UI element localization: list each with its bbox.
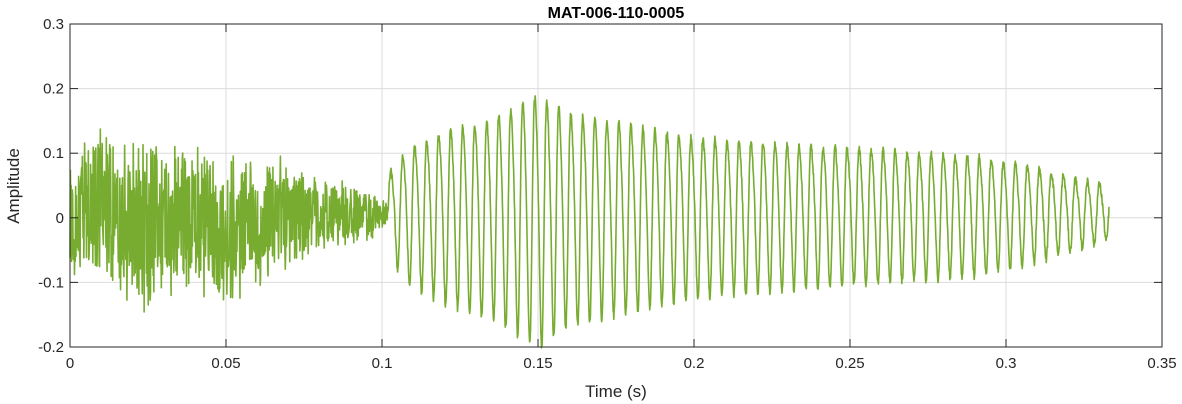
x-axis-label: Time (s) [585,382,647,401]
y-tick-label: 0.1 [43,145,64,162]
series-layer [69,95,1110,349]
y-tick-label: -0.1 [38,274,64,291]
chart-title: MAT-006-110-0005 [548,5,685,22]
y-tick-label: -0.2 [38,339,64,356]
y-tick-label: 0.3 [43,16,64,33]
y-tick-labels: -0.2 -0.1 0 0.1 0.2 0.3 [38,16,64,356]
x-tick-label: 0.25 [835,355,864,372]
x-tick-label: 0.05 [211,355,240,372]
x-tick-label: 0.15 [523,355,552,372]
tick-marks [69,23,1163,348]
y-tick-label: 0.2 [43,81,64,98]
y-axis-label: Amplitude [4,148,23,224]
x-tick-label: 0.3 [996,355,1017,372]
x-tick-labels: 0 0.05 0.1 0.15 0.2 0.25 0.3 0.35 [66,355,1177,372]
axes-box [69,23,1163,348]
x-tick-label: 0.35 [1147,355,1176,372]
x-tick-label: 0.1 [372,355,393,372]
x-tick-label: 0 [66,355,74,372]
y-tick-label: 0 [56,210,64,227]
waveform-series-line [69,95,1110,349]
x-tick-label: 0.2 [684,355,705,372]
